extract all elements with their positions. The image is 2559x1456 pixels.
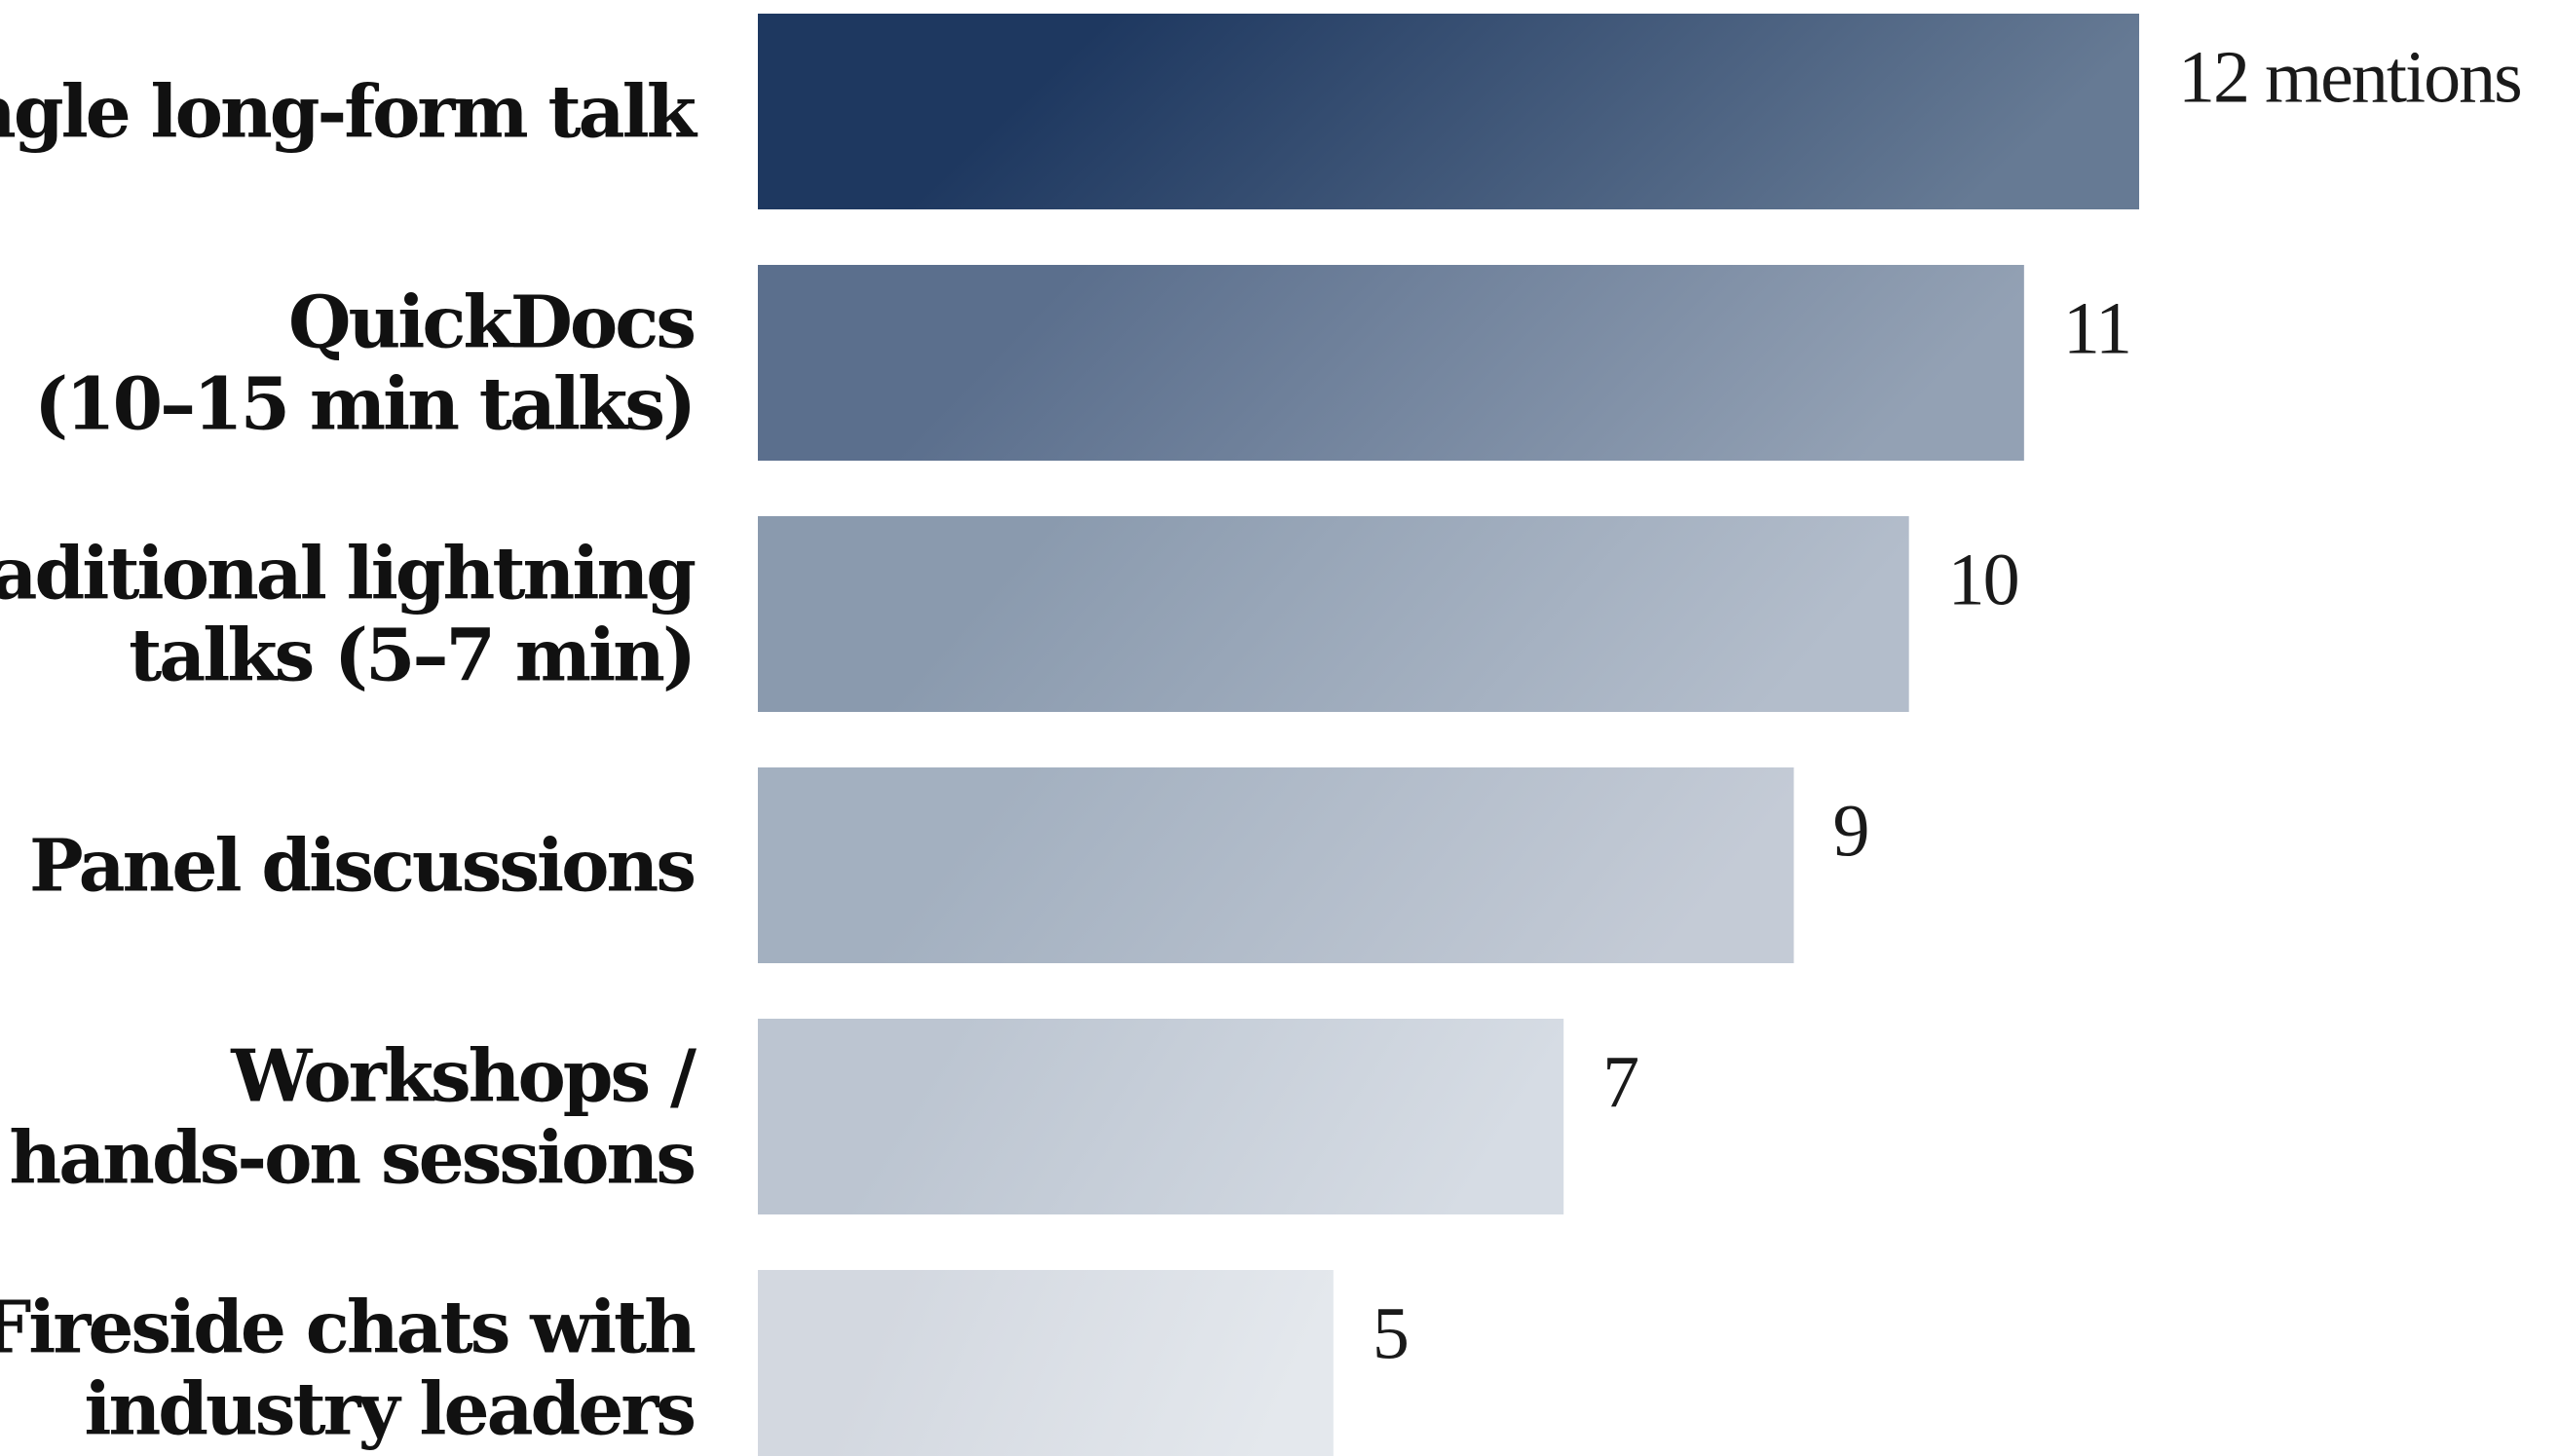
value-label-6: 5 xyxy=(1373,1293,1408,1375)
bar-6 xyxy=(758,1270,1334,1456)
category-label-1: Single long-form talk xyxy=(0,71,698,155)
category-label-2: QuickDocs (10–15 min talks) xyxy=(34,281,694,447)
value-label-3: 10 xyxy=(1948,540,2018,621)
bars-group xyxy=(758,14,2139,1456)
category-label-5: Workshops / hands-on sessions xyxy=(9,1035,697,1201)
bar-4 xyxy=(758,767,1794,963)
value-label-1: 12 mentions xyxy=(2178,37,2521,119)
value-label-4: 9 xyxy=(1833,791,1868,873)
bar-2 xyxy=(758,265,2024,461)
category-labels-group: Single long-form talk QuickDocs(10–15 min… xyxy=(0,71,701,1452)
category-label-4: Panel discussions xyxy=(29,825,694,909)
value-labels-group: 12 mentions 11 10 9 7 5 xyxy=(1373,37,2523,1375)
bar-1 xyxy=(758,14,2139,209)
value-label-2: 11 xyxy=(2063,288,2130,370)
bar-5 xyxy=(758,1019,1564,1214)
bar-3 xyxy=(758,516,1909,712)
category-label-6: Fireside chats with industry leaders xyxy=(0,1287,696,1452)
value-label-5: 7 xyxy=(1602,1042,1637,1124)
